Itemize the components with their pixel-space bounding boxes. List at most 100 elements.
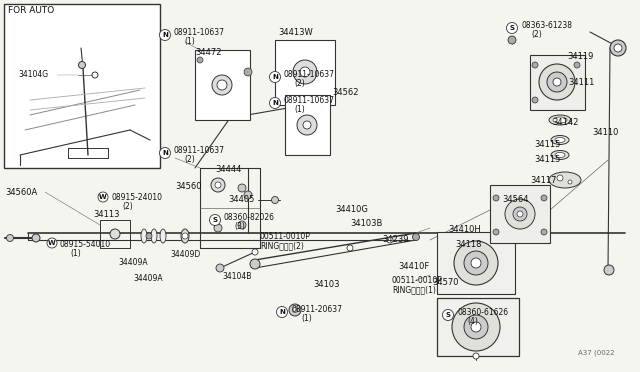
Circle shape [250, 259, 260, 269]
Ellipse shape [553, 117, 567, 123]
Circle shape [252, 249, 258, 255]
Text: 34110: 34110 [592, 128, 618, 137]
Text: 34560: 34560 [175, 182, 202, 191]
Circle shape [244, 68, 252, 76]
Ellipse shape [151, 229, 157, 243]
Circle shape [493, 229, 499, 235]
Circle shape [292, 308, 298, 312]
Text: RINGリング(1): RINGリング(1) [392, 285, 436, 294]
Circle shape [506, 22, 518, 33]
Text: (1): (1) [294, 105, 305, 114]
Circle shape [293, 60, 317, 84]
Circle shape [269, 71, 280, 83]
Ellipse shape [555, 153, 565, 157]
Text: 34117: 34117 [530, 176, 557, 185]
Circle shape [505, 199, 535, 229]
Circle shape [212, 75, 232, 95]
Bar [195, 50, 250, 120]
Circle shape [574, 62, 580, 68]
Bar [4, 4, 160, 168]
Text: 08911-10637: 08911-10637 [284, 70, 335, 79]
Text: 34115: 34115 [534, 155, 561, 164]
Text: 34104B: 34104B [222, 272, 252, 281]
Text: 34113: 34113 [93, 210, 120, 219]
Text: 34472: 34472 [195, 48, 221, 57]
Circle shape [159, 148, 170, 158]
Bar [437, 298, 519, 356]
Circle shape [610, 40, 626, 56]
Bar [490, 185, 550, 243]
Circle shape [300, 67, 310, 77]
Text: 34111: 34111 [568, 78, 595, 87]
Text: (1): (1) [70, 249, 81, 258]
Ellipse shape [551, 135, 569, 144]
Circle shape [557, 175, 563, 181]
Text: 34562: 34562 [332, 88, 358, 97]
Circle shape [197, 57, 203, 63]
Circle shape [217, 80, 227, 90]
Text: 34405: 34405 [228, 195, 254, 204]
Text: S: S [445, 312, 451, 318]
Ellipse shape [551, 151, 569, 160]
Circle shape [473, 353, 479, 359]
Circle shape [110, 229, 120, 239]
Circle shape [98, 192, 108, 202]
Text: (1): (1) [184, 37, 195, 46]
Text: W: W [48, 240, 56, 246]
Circle shape [182, 233, 188, 239]
Text: 34564: 34564 [502, 195, 529, 204]
Circle shape [547, 72, 567, 92]
Text: 34560A: 34560A [5, 188, 37, 197]
Circle shape [271, 196, 278, 203]
Circle shape [347, 245, 353, 251]
Circle shape [493, 195, 499, 201]
Circle shape [604, 265, 614, 275]
Bar [530, 55, 585, 110]
Circle shape [464, 251, 488, 275]
Text: 34104G: 34104G [18, 70, 48, 79]
Text: N: N [272, 100, 278, 106]
Circle shape [276, 307, 287, 317]
Circle shape [471, 322, 481, 332]
Circle shape [553, 78, 561, 86]
Ellipse shape [549, 172, 581, 188]
Text: FOR AUTO: FOR AUTO [8, 6, 54, 15]
Text: N: N [272, 74, 278, 80]
Text: (3): (3) [234, 222, 245, 231]
Circle shape [541, 195, 547, 201]
Text: 34118: 34118 [455, 240, 481, 249]
Circle shape [387, 237, 393, 243]
Text: 34142: 34142 [552, 118, 579, 127]
Text: 34413W: 34413W [278, 28, 313, 37]
Circle shape [269, 97, 280, 109]
Text: A37 (0022: A37 (0022 [578, 349, 614, 356]
Ellipse shape [181, 229, 189, 243]
Text: 34410H: 34410H [448, 225, 481, 234]
Text: 08911-20637: 08911-20637 [291, 305, 342, 314]
Bar [285, 95, 330, 155]
Text: 00511-0010P: 00511-0010P [260, 232, 311, 241]
Text: 08915-54010: 08915-54010 [60, 240, 111, 249]
Text: RINGリング(2): RINGリング(2) [260, 241, 304, 250]
Circle shape [238, 221, 246, 229]
Ellipse shape [160, 229, 166, 243]
Text: 34570: 34570 [432, 278, 458, 287]
Text: 34444: 34444 [215, 165, 241, 174]
Circle shape [92, 72, 98, 78]
Text: 08911-10637: 08911-10637 [174, 28, 225, 37]
Text: 08911-10637: 08911-10637 [174, 146, 225, 155]
Text: 34410F: 34410F [398, 262, 429, 271]
Circle shape [303, 121, 311, 129]
Text: N: N [279, 309, 285, 315]
Text: S: S [509, 25, 515, 31]
Circle shape [159, 29, 170, 41]
Circle shape [452, 303, 500, 351]
Circle shape [532, 97, 538, 103]
Circle shape [541, 229, 547, 235]
Circle shape [471, 258, 481, 268]
Text: S: S [212, 217, 218, 223]
Text: (2): (2) [294, 79, 305, 88]
Text: 08911-10637: 08911-10637 [284, 96, 335, 105]
Text: 08360-82026: 08360-82026 [224, 213, 275, 222]
Circle shape [79, 61, 86, 68]
